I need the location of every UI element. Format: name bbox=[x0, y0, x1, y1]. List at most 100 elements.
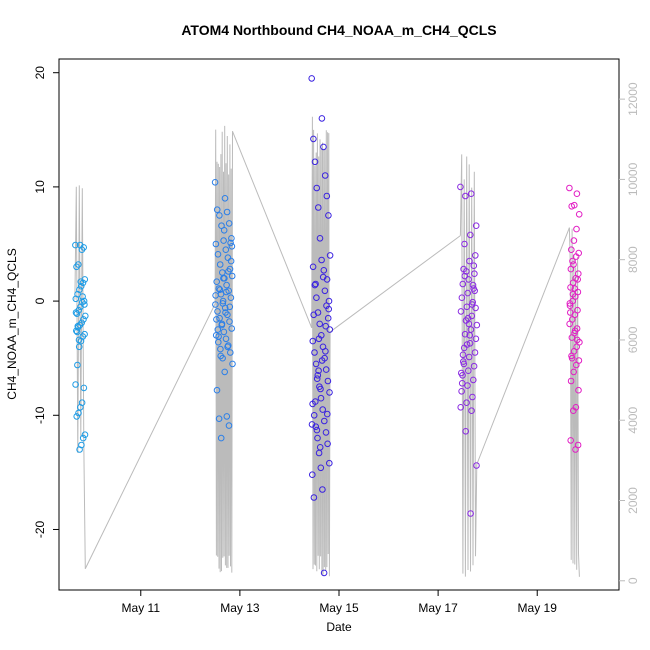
data-point bbox=[566, 320, 573, 328]
data-point bbox=[79, 434, 87, 442]
data-point bbox=[571, 327, 579, 335]
chart-title: ATOM4 Northbound CH4_NOAA_m_CH4_QCLS bbox=[181, 22, 496, 38]
altitude-flight-3 bbox=[311, 116, 331, 577]
data-point bbox=[319, 486, 326, 493]
altitude-transit-1 bbox=[84, 303, 216, 569]
y2-tick-label: 6000 bbox=[626, 326, 640, 353]
data-point bbox=[73, 328, 81, 336]
x-tick-label: May 11 bbox=[122, 601, 161, 615]
data-point bbox=[213, 206, 221, 213]
data-point bbox=[316, 320, 324, 328]
data-point bbox=[575, 211, 583, 218]
data-point bbox=[212, 301, 219, 308]
y-axis: 20 10 0 -10 -20 bbox=[33, 66, 59, 538]
data-point bbox=[567, 284, 574, 291]
y2-tick-label: 10000 bbox=[626, 162, 640, 196]
altitude-transit-4 bbox=[476, 227, 570, 465]
data-point bbox=[574, 336, 581, 344]
data-point bbox=[218, 320, 226, 328]
data-point bbox=[324, 314, 332, 322]
data-point bbox=[81, 431, 89, 439]
plot-frame bbox=[58, 58, 620, 591]
data-point bbox=[223, 208, 231, 216]
data-point bbox=[325, 212, 332, 219]
data-point bbox=[471, 270, 478, 278]
altitude-trace bbox=[74, 116, 580, 577]
data-point bbox=[568, 246, 575, 253]
data-point bbox=[322, 348, 329, 355]
data-point bbox=[221, 195, 229, 202]
y2-tick-label: 4000 bbox=[626, 407, 640, 434]
data-point bbox=[325, 305, 333, 313]
data-point bbox=[463, 268, 470, 275]
data-point bbox=[216, 286, 224, 294]
data-point bbox=[575, 386, 582, 394]
series-4 bbox=[457, 183, 481, 517]
data-point bbox=[322, 429, 330, 436]
data-point bbox=[72, 309, 80, 316]
data-point bbox=[464, 314, 472, 322]
data-point bbox=[213, 316, 220, 323]
data-point bbox=[75, 343, 83, 351]
data-point bbox=[326, 389, 333, 396]
data-point bbox=[572, 446, 579, 453]
data-point bbox=[568, 203, 576, 210]
data-point bbox=[215, 285, 223, 292]
data-point bbox=[216, 261, 224, 268]
data-point bbox=[222, 309, 229, 316]
data-point bbox=[463, 341, 471, 348]
data-point bbox=[568, 334, 576, 341]
data-point bbox=[215, 333, 222, 340]
data-point bbox=[324, 410, 331, 418]
data-point bbox=[313, 426, 321, 434]
data-point bbox=[80, 384, 88, 392]
data-point bbox=[473, 321, 481, 329]
data-point bbox=[470, 362, 478, 370]
data-point bbox=[228, 272, 236, 280]
altitude-flight-4 bbox=[459, 154, 478, 577]
data-point bbox=[467, 231, 474, 239]
data-point bbox=[464, 289, 472, 297]
data-point bbox=[313, 375, 321, 383]
data-point bbox=[567, 265, 575, 273]
data-point bbox=[567, 437, 575, 444]
data-point bbox=[81, 301, 88, 308]
data-point bbox=[461, 240, 468, 248]
data-point bbox=[227, 349, 234, 356]
data-point bbox=[310, 311, 318, 319]
data-point bbox=[323, 276, 331, 283]
data-point bbox=[72, 295, 80, 303]
data-point bbox=[324, 440, 331, 448]
data-point bbox=[310, 412, 318, 419]
y2-tick-label: 0 bbox=[626, 577, 640, 584]
data-point bbox=[212, 240, 220, 248]
data-point bbox=[212, 292, 219, 299]
data-point bbox=[322, 366, 330, 373]
data-point bbox=[80, 316, 87, 323]
data-point bbox=[310, 494, 318, 501]
y-tick-label: -20 bbox=[33, 520, 47, 538]
data-point bbox=[220, 237, 227, 244]
data-point bbox=[314, 434, 321, 442]
data-point bbox=[570, 368, 578, 376]
data-point bbox=[458, 380, 466, 387]
data-point bbox=[570, 237, 578, 244]
secondary-y-axis: 0 2000 4000 6000 8000 10000 12000 bbox=[619, 82, 640, 584]
data-point bbox=[73, 327, 80, 335]
data-point bbox=[457, 183, 464, 191]
data-point bbox=[462, 192, 469, 200]
data-point bbox=[316, 235, 324, 242]
data-point bbox=[461, 330, 469, 338]
data-point bbox=[229, 360, 236, 368]
data-point bbox=[228, 325, 235, 332]
data-point bbox=[466, 340, 474, 347]
data-point bbox=[220, 227, 228, 234]
data-point bbox=[72, 241, 79, 249]
data-point bbox=[222, 335, 230, 343]
data-point bbox=[227, 257, 235, 265]
data-point bbox=[214, 251, 222, 258]
data-point bbox=[213, 278, 220, 286]
data-point bbox=[472, 252, 479, 259]
data-point bbox=[320, 143, 327, 151]
data-point bbox=[315, 204, 322, 211]
